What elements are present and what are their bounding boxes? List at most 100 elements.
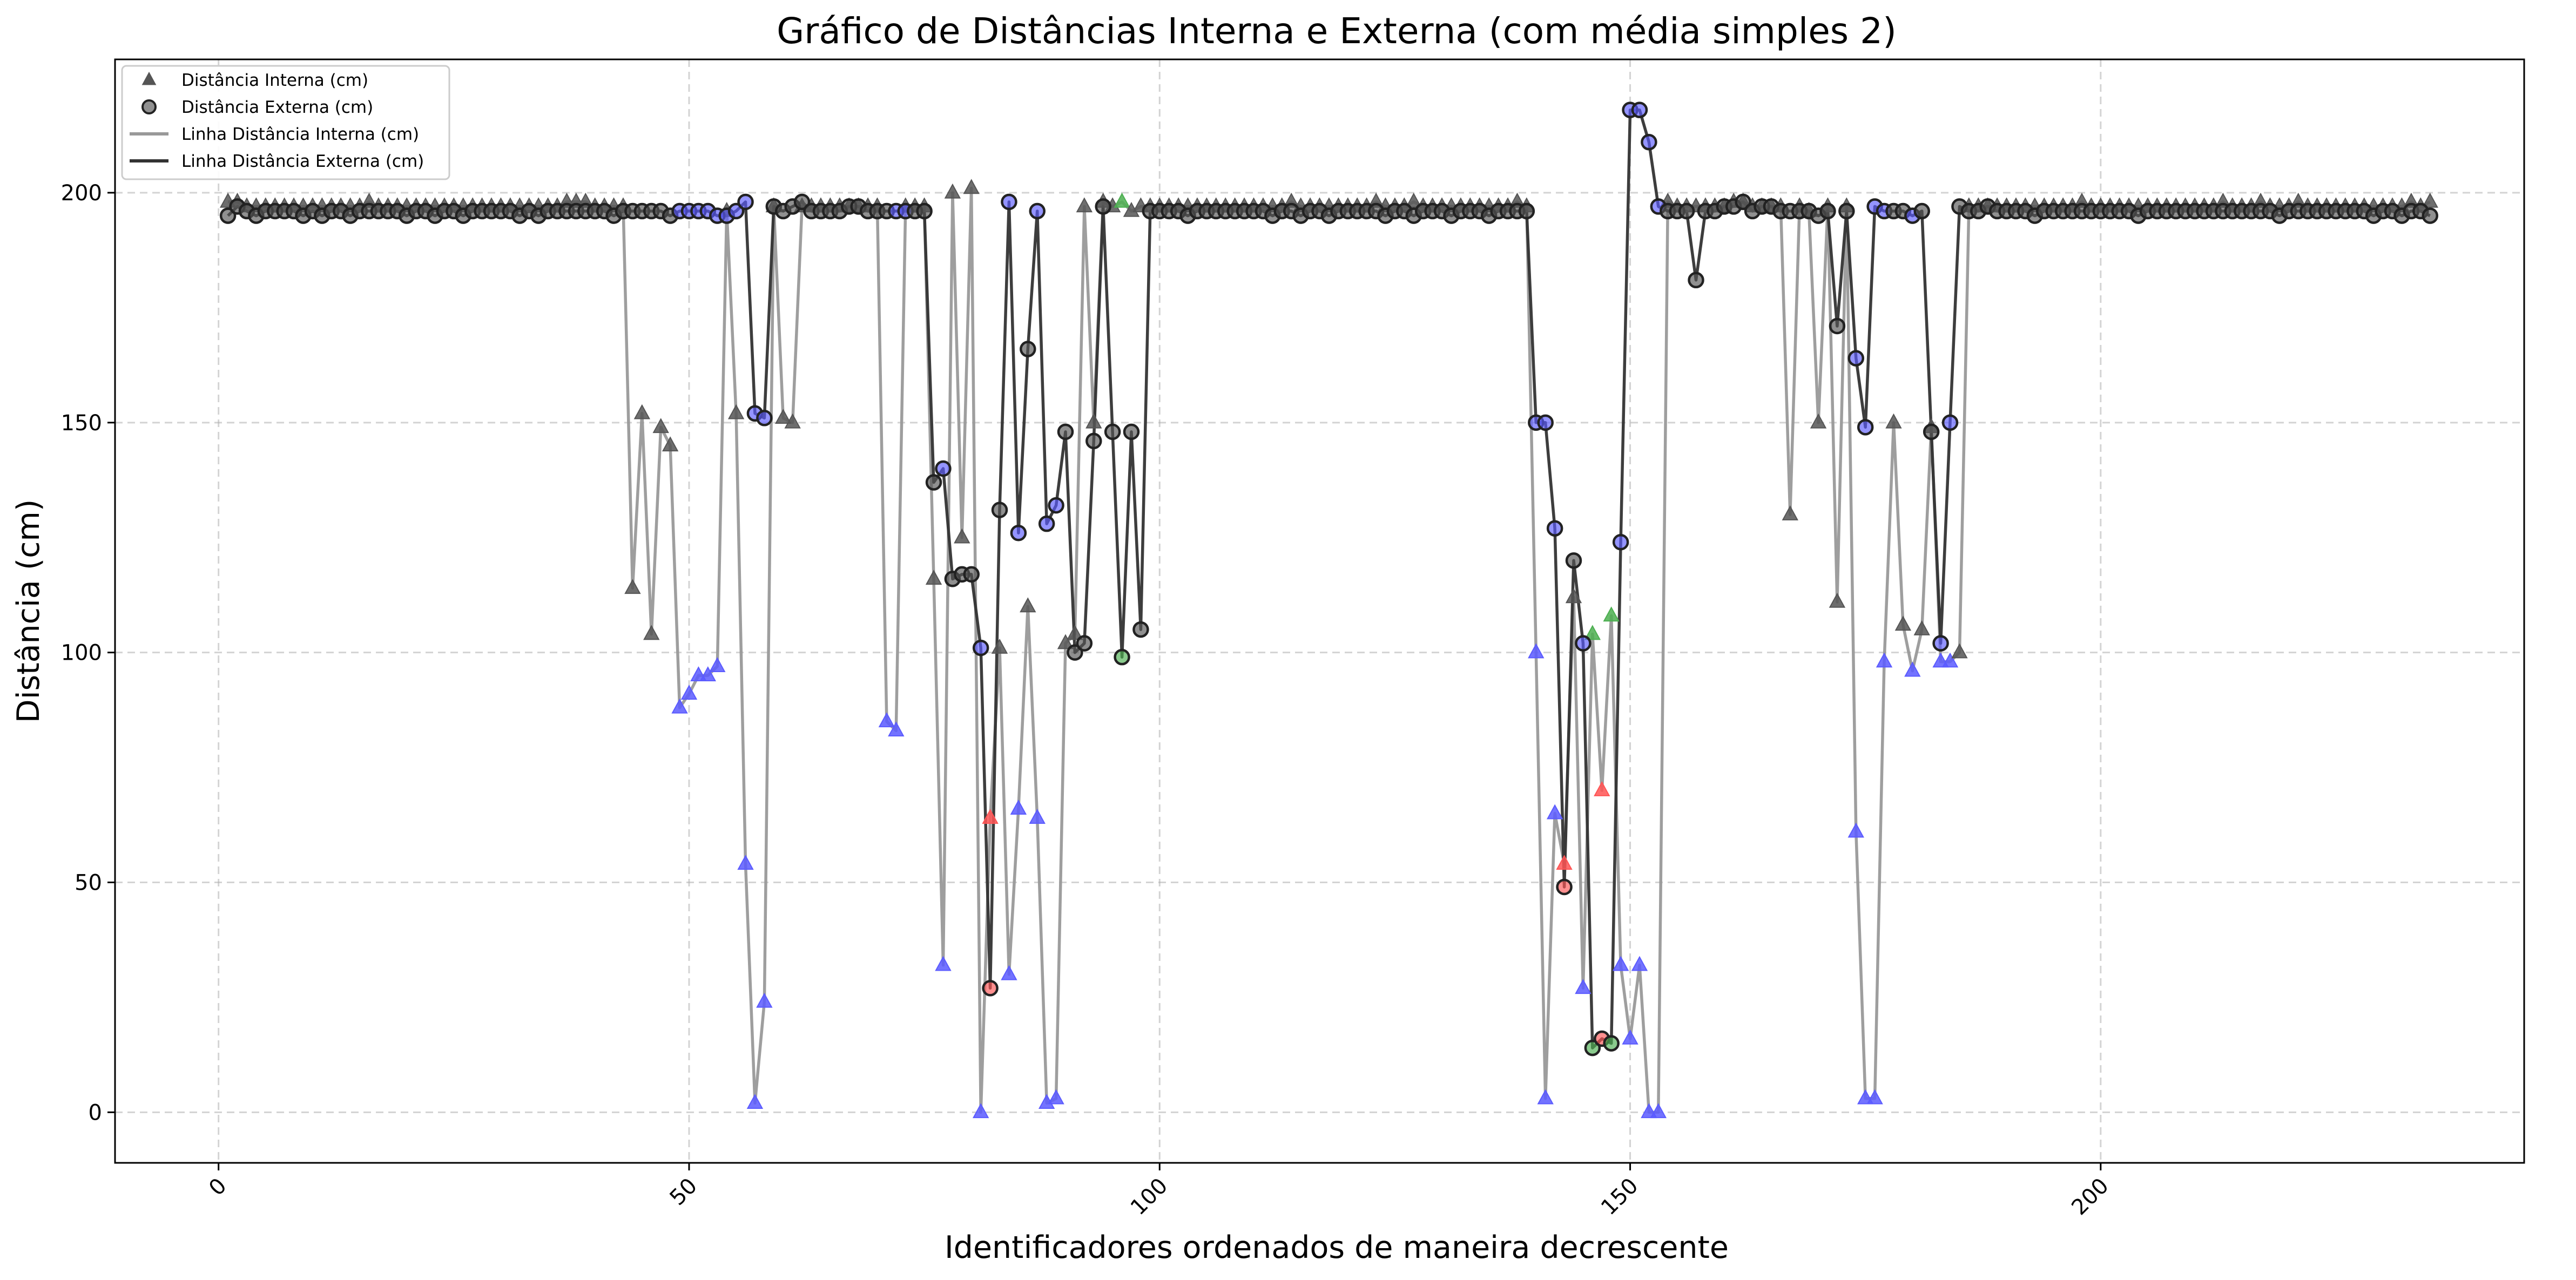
internal-point	[1076, 197, 1093, 213]
axes-frame	[114, 58, 2525, 1164]
series-markers	[219, 101, 2438, 1119]
external-point	[935, 460, 952, 477]
external-point	[1518, 202, 1535, 220]
internal-point	[1085, 413, 1102, 429]
external-point	[1575, 635, 1592, 652]
external-point	[1932, 635, 1949, 652]
internal-point	[888, 721, 905, 737]
legend-box	[121, 65, 450, 180]
internal-point	[662, 436, 679, 452]
internal-point	[643, 625, 660, 640]
internal-point	[1847, 822, 1864, 838]
external-point	[756, 410, 773, 426]
internal-point	[1029, 809, 1046, 824]
internal-point	[1114, 192, 1130, 208]
external-point	[1095, 198, 1111, 215]
chart-title: Gráfico de Distâncias Interna e Externa …	[777, 10, 1897, 52]
internal-point	[633, 404, 651, 419]
internal-point	[878, 712, 895, 728]
internal-point	[1537, 1089, 1554, 1105]
external-point	[1029, 202, 1046, 220]
external-point	[2422, 207, 2438, 224]
internal-point	[1876, 652, 1893, 668]
external-point	[1829, 317, 1846, 335]
internal-point	[954, 528, 970, 544]
external-point	[737, 193, 754, 211]
internal-point	[925, 570, 942, 585]
internal-point	[1556, 855, 1573, 870]
internal-point	[1001, 965, 1017, 980]
external-point	[1819, 202, 1836, 220]
internal-point	[1782, 505, 1798, 520]
y-tick-label: 200	[61, 181, 102, 206]
external-point	[1688, 272, 1704, 289]
external-point	[963, 566, 980, 583]
internal-point	[737, 855, 754, 870]
x-axis-label: Identificadores ordenados de maneira dec…	[945, 1230, 1729, 1265]
external-point	[1020, 341, 1036, 357]
internal-point	[1829, 592, 1846, 608]
y-tick-label: 0	[89, 1100, 102, 1125]
external-point	[1847, 350, 1865, 367]
internal-point	[784, 413, 801, 429]
internal-point	[1622, 1029, 1638, 1045]
external-point	[1565, 552, 1582, 569]
internal-point	[1904, 661, 1921, 677]
external-point	[1603, 1035, 1620, 1052]
internal-point	[1010, 800, 1027, 815]
internal-point	[1575, 979, 1592, 994]
external-point	[972, 639, 989, 656]
external-point	[1612, 534, 1629, 551]
internal-point	[1067, 625, 1083, 640]
internal-point	[1546, 804, 1563, 820]
legend-circle-marker	[141, 99, 157, 114]
y-tick-label: 50	[75, 870, 102, 895]
external-point	[1641, 134, 1657, 151]
legend-triangle-marker	[141, 71, 157, 85]
internal-point	[1941, 652, 1959, 668]
internal-point	[652, 418, 669, 434]
internal-point	[944, 183, 961, 199]
external-point	[1941, 414, 1959, 431]
external-point	[1556, 878, 1573, 896]
internal-point	[671, 698, 688, 714]
internal-point	[775, 409, 792, 424]
internal-point	[699, 666, 717, 681]
internal-point	[1405, 192, 1422, 208]
grid	[115, 59, 2524, 1163]
internal-point	[1048, 1089, 1064, 1105]
internal-point	[1885, 413, 1902, 429]
internal-point	[680, 685, 698, 700]
external-point	[1631, 101, 1648, 118]
internal-point	[1810, 413, 1827, 429]
external-point	[1010, 524, 1027, 541]
y-tick-label: 150	[61, 411, 102, 436]
external-point	[1057, 423, 1074, 441]
external-point	[1104, 423, 1121, 441]
internal-point	[1866, 1089, 1883, 1105]
internal-point	[2422, 192, 2438, 208]
legend-label: Linha Distância Externa (cm)	[181, 152, 424, 171]
external-point	[1132, 621, 1149, 638]
internal-point	[1565, 588, 1582, 604]
external-point	[1913, 202, 1930, 220]
internal-point	[935, 956, 952, 971]
internal-point	[972, 1103, 989, 1119]
external-point	[991, 502, 1008, 518]
legend: Distância Interna (cm) Distância Externa …	[121, 65, 450, 180]
internal-point	[963, 179, 980, 194]
external-point	[1038, 515, 1055, 532]
internal-point	[1650, 1103, 1667, 1119]
external-point	[1001, 193, 1017, 211]
y-axis-ticks: 0 50 100 150 200	[61, 181, 115, 1125]
external-point	[1838, 202, 1855, 220]
internal-point	[1584, 625, 1601, 640]
external-point	[916, 202, 933, 220]
external-point	[925, 474, 942, 491]
internal-point	[746, 1094, 764, 1109]
external-point	[1923, 423, 1940, 441]
external-point	[1123, 423, 1140, 441]
external-point	[1678, 202, 1695, 220]
external-point	[1537, 414, 1554, 431]
